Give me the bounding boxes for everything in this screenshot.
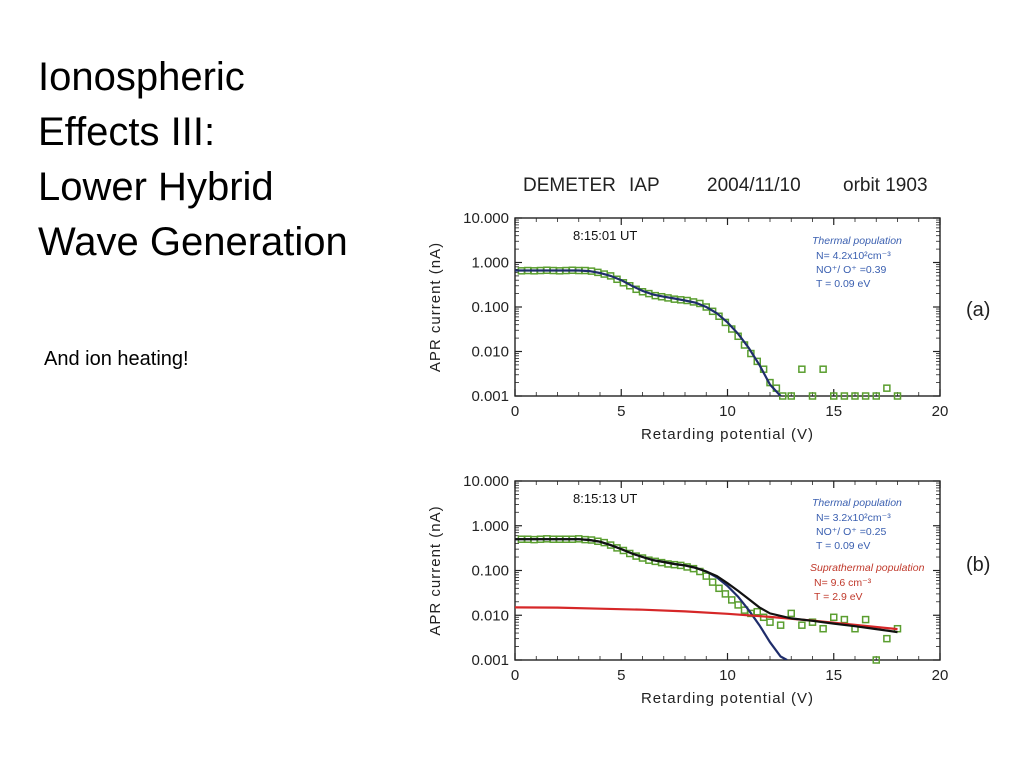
- y-axis-label: APR current (nA): [427, 242, 444, 372]
- series-line-3: [515, 538, 898, 634]
- data-point: [708, 578, 717, 586]
- slide-note: And ion heating!: [44, 348, 189, 370]
- data-point: [766, 618, 774, 626]
- header-date: 2004/11/10: [707, 175, 801, 196]
- legend-line: T = 0.09 eV: [816, 278, 870, 290]
- y-tick-label: 1.000: [471, 518, 509, 535]
- x-tick-label: 5: [617, 667, 625, 684]
- x-tick-label: 15: [825, 403, 842, 420]
- data-point: [861, 392, 870, 400]
- x-tick-label: 20: [932, 403, 949, 420]
- data-point: [830, 613, 838, 622]
- data-point: [721, 590, 730, 598]
- header-orbit: orbit 1903: [843, 175, 928, 196]
- legend-line: N= 3.2x10²cm⁻³: [816, 512, 891, 524]
- x-tick-label: 0: [511, 667, 519, 684]
- data-point: [715, 584, 723, 593]
- data-point: [702, 572, 710, 580]
- x-tick-label: 10: [719, 667, 736, 684]
- data-point: [798, 365, 806, 373]
- y-tick-label: 10.000: [463, 210, 509, 227]
- x-axis-label: Retarding potential (V): [641, 690, 814, 707]
- legend-line-2: T = 2.9 eV: [814, 591, 863, 603]
- data-point: [830, 392, 838, 400]
- data-point: [787, 392, 795, 400]
- x-tick-label: 20: [932, 667, 949, 684]
- panel-label: (b): [966, 554, 990, 576]
- title-line-4: Wave Generation: [38, 220, 348, 264]
- data-point: [702, 303, 710, 311]
- data-point: [840, 615, 849, 624]
- x-axis-label: Retarding potential (V): [641, 426, 814, 443]
- series-line-1: [515, 269, 782, 396]
- x-tick-label: 0: [511, 403, 519, 420]
- title-line-3: Lower Hybrid: [38, 165, 274, 209]
- y-tick-label: 0.100: [471, 563, 509, 580]
- data-point: [883, 384, 891, 392]
- legend-title-2: Suprathermal population: [810, 562, 925, 574]
- legend-title: Thermal population: [812, 235, 902, 247]
- y-tick-label: 0.001: [471, 388, 509, 405]
- x-tick-label: 5: [617, 403, 625, 420]
- series-line-2: [515, 606, 898, 631]
- data-point: [861, 615, 870, 624]
- data-point: [851, 392, 859, 400]
- y-tick-label: 10.000: [463, 473, 509, 490]
- legend-line: NO⁺/ O⁺ =0.25: [816, 526, 886, 538]
- slide-title: Ionospheric Effects III: Lower Hybrid Wa…: [38, 50, 398, 270]
- data-point: [808, 392, 817, 400]
- legend-line-2: N= 9.6 cm⁻³: [814, 577, 872, 589]
- legend-line: T = 0.09 eV: [816, 540, 870, 552]
- y-tick-label: 0.010: [471, 607, 509, 624]
- data-point: [753, 607, 761, 616]
- y-tick-label: 0.010: [471, 344, 509, 361]
- panel-label: (a): [966, 299, 990, 321]
- data-point: [798, 621, 806, 629]
- header-instrument: IAP: [629, 175, 660, 196]
- data-point: [840, 392, 849, 400]
- data-point: [734, 601, 742, 609]
- data-point: [728, 596, 736, 604]
- y-axis-label: APR current (nA): [427, 505, 444, 635]
- data-point: [883, 634, 891, 643]
- data-point: [776, 621, 785, 629]
- time-label: 8:15:01 UT: [573, 228, 637, 243]
- y-tick-label: 0.001: [471, 652, 509, 669]
- x-tick-label: 15: [825, 667, 842, 684]
- legend-line: NO⁺/ O⁺ =0.39: [816, 264, 886, 276]
- title-line-1: Ionospheric: [38, 55, 245, 99]
- legend-line: N= 4.2x10²cm⁻³: [816, 250, 891, 262]
- header-satellite: DEMETER: [523, 175, 616, 196]
- data-point: [893, 392, 902, 400]
- data-point: [787, 609, 795, 618]
- x-tick-label: 10: [719, 403, 736, 420]
- data-point: [753, 357, 761, 366]
- data-point: [872, 392, 880, 400]
- legend-title: Thermal population: [812, 497, 902, 509]
- title-line-2: Effects III:: [38, 110, 216, 154]
- data-point: [819, 365, 827, 373]
- time-label: 8:15:13 UT: [573, 491, 637, 506]
- figure-header: DEMETER IAP 2004/11/10 orbit 1903: [523, 175, 928, 196]
- y-tick-label: 1.000: [471, 255, 509, 272]
- data-point: [872, 656, 880, 664]
- data-point: [819, 624, 827, 633]
- y-tick-label: 0.100: [471, 299, 509, 316]
